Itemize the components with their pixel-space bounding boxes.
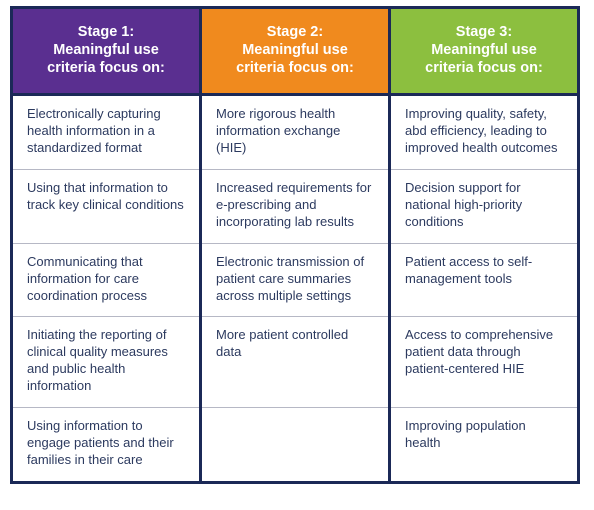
cell [201, 407, 390, 482]
cell: More rigorous health information exchang… [201, 95, 390, 170]
table-row: Initiating the reporting of clinical qua… [12, 317, 579, 408]
cell: Improving population health [390, 407, 579, 482]
table-header: Stage 1:Meaningful usecriteria focus on:… [12, 8, 579, 95]
col-header-stage1: Stage 1:Meaningful usecriteria focus on: [12, 8, 201, 95]
cell: Communicating that information for care … [12, 243, 201, 317]
cell: Improving quality, safety, abd efficienc… [390, 95, 579, 170]
cell: Using information to engage patients and… [12, 407, 201, 482]
table-body: Electronically capturing health informat… [12, 95, 579, 482]
cell: Access to comprehensive patient data thr… [390, 317, 579, 408]
table-row: Using information to engage patients and… [12, 407, 579, 482]
table-header-row: Stage 1:Meaningful usecriteria focus on:… [12, 8, 579, 95]
cell: Electronically capturing health informat… [12, 95, 201, 170]
cell: Decision support for national high-prior… [390, 170, 579, 244]
table-row: Communicating that information for care … [12, 243, 579, 317]
cell: More patient controlled data [201, 317, 390, 408]
cell: Initiating the reporting of clinical qua… [12, 317, 201, 408]
col-header-stage3: Stage 3:Meaningful usecriteria focus on: [390, 8, 579, 95]
cell: Electronic transmission of patient care … [201, 243, 390, 317]
table-row: Using that information to track key clin… [12, 170, 579, 244]
cell: Using that information to track key clin… [12, 170, 201, 244]
cell: Increased requirements for e-prescribing… [201, 170, 390, 244]
stages-table: Stage 1:Meaningful usecriteria focus on:… [10, 6, 580, 484]
col-header-stage2: Stage 2:Meaningful usecriteria focus on: [201, 8, 390, 95]
cell: Patient access to self-management tools [390, 243, 579, 317]
infographic-frame: Stage 1:Meaningful usecriteria focus on:… [0, 6, 594, 510]
table-row: Electronically capturing health informat… [12, 95, 579, 170]
